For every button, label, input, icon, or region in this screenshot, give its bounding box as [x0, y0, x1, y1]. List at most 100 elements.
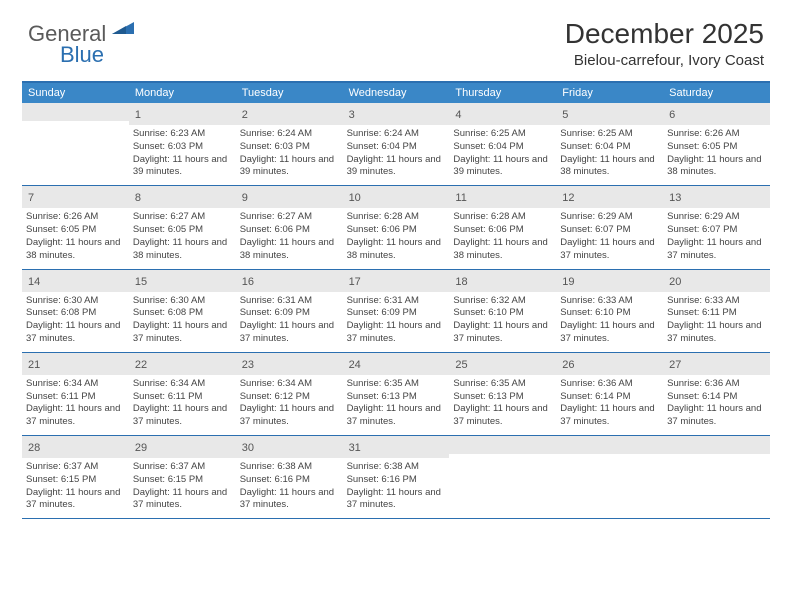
day-info: Sunrise: 6:38 AMSunset: 6:16 PMDaylight:… [240, 458, 339, 512]
weekday-header: Sunday Monday Tuesday Wednesday Thursday… [22, 83, 770, 103]
day-number-row: 30 [236, 436, 343, 458]
day-number: 23 [242, 359, 254, 371]
day-cell: 31Sunrise: 6:38 AMSunset: 6:16 PMDayligh… [343, 436, 450, 518]
day-number-row: 25 [449, 353, 556, 375]
day-cell: 17Sunrise: 6:31 AMSunset: 6:09 PMDayligh… [343, 270, 450, 352]
sunrise-text: Sunrise: 6:29 AM [667, 211, 766, 224]
sunrise-text: Sunrise: 6:26 AM [667, 128, 766, 141]
sunset-text: Sunset: 6:08 PM [26, 307, 125, 320]
day-cell: 10Sunrise: 6:28 AMSunset: 6:06 PMDayligh… [343, 186, 450, 268]
day-number: 18 [455, 276, 467, 288]
day-number-row: 22 [129, 353, 236, 375]
sunset-text: Sunset: 6:05 PM [26, 224, 125, 237]
day-info: Sunrise: 6:24 AMSunset: 6:04 PMDaylight:… [347, 125, 446, 179]
day-cell: 5Sunrise: 6:25 AMSunset: 6:04 PMDaylight… [556, 103, 663, 185]
daylight-text: Daylight: 11 hours and 37 minutes. [667, 320, 766, 346]
sunset-text: Sunset: 6:08 PM [133, 307, 232, 320]
daylight-text: Daylight: 11 hours and 39 minutes. [453, 154, 552, 180]
daylight-text: Daylight: 11 hours and 37 minutes. [667, 403, 766, 429]
sunrise-text: Sunrise: 6:32 AM [453, 295, 552, 308]
day-number: 30 [242, 442, 254, 454]
sunrise-text: Sunrise: 6:24 AM [240, 128, 339, 141]
day-cell: 28Sunrise: 6:37 AMSunset: 6:15 PMDayligh… [22, 436, 129, 518]
day-cell: 7Sunrise: 6:26 AMSunset: 6:05 PMDaylight… [22, 186, 129, 268]
day-cell: 16Sunrise: 6:31 AMSunset: 6:09 PMDayligh… [236, 270, 343, 352]
day-cell: 6Sunrise: 6:26 AMSunset: 6:05 PMDaylight… [663, 103, 770, 185]
day-info: Sunrise: 6:26 AMSunset: 6:05 PMDaylight:… [667, 125, 766, 179]
daylight-text: Daylight: 11 hours and 37 minutes. [26, 487, 125, 513]
day-number-row: 2 [236, 103, 343, 125]
day-cell: 30 Sunrise: 6:38 AMSunset: 6:16 PMDayligh… [236, 436, 343, 518]
day-number-row: 6 [663, 103, 770, 125]
day-cell: 21Sunrise: 6:34 AMSunset: 6:11 PMDayligh… [22, 353, 129, 435]
day-cell: 12 Sunrise: 6:29 AMSunset: 6:07 PMDayligh… [556, 186, 663, 268]
day-number: 29 [135, 442, 147, 454]
sunset-text: Sunset: 6:14 PM [667, 391, 766, 404]
day-number: 26 [562, 359, 574, 371]
daylight-text: Daylight: 11 hours and 37 minutes. [240, 487, 339, 513]
weekday-tuesday: Tuesday [236, 83, 343, 103]
day-cell [22, 103, 129, 185]
day-number: 13 [669, 192, 681, 204]
day-cell: 9Sunrise: 6:27 AMSunset: 6:06 PMDaylight… [236, 186, 343, 268]
day-number: 19 [562, 276, 574, 288]
daylight-text: Daylight: 11 hours and 37 minutes. [133, 320, 232, 346]
day-number: 9 [242, 192, 248, 204]
sunset-text: Sunset: 6:16 PM [347, 474, 446, 487]
day-info: Sunrise: 6:36 AMSunset: 6:14 PMDaylight:… [667, 375, 766, 429]
daylight-text: Daylight: 11 hours and 37 minutes. [240, 403, 339, 429]
day-info: Sunrise: 6:25 AMSunset: 6:04 PMDaylight:… [453, 125, 552, 179]
sunrise-text: Sunrise: 6:35 AM [453, 378, 552, 391]
sunset-text: Sunset: 6:04 PM [453, 141, 552, 154]
day-number-row: 21 [22, 353, 129, 375]
day-number: 24 [349, 359, 361, 371]
daylight-text: Daylight: 11 hours and 38 minutes. [240, 237, 339, 263]
day-cell: 14Sunrise: 6:30 AMSunset: 6:08 PMDayligh… [22, 270, 129, 352]
sunset-text: Sunset: 6:16 PM [240, 474, 339, 487]
day-number-row: 3 [343, 103, 450, 125]
sunset-text: Sunset: 6:06 PM [347, 224, 446, 237]
day-cell: 2Sunrise: 6:24 AMSunset: 6:03 PMDaylight… [236, 103, 343, 185]
daylight-text: Daylight: 11 hours and 38 minutes. [133, 237, 232, 263]
day-info: Sunrise: 6:23 AMSunset: 6:03 PMDaylight:… [133, 125, 232, 179]
header: General Blue December 2025 Bielou-carref… [0, 0, 792, 73]
day-cell: 8Sunrise: 6:27 AMSunset: 6:05 PMDaylight… [129, 186, 236, 268]
daylight-text: Daylight: 11 hours and 37 minutes. [453, 320, 552, 346]
sunset-text: Sunset: 6:06 PM [240, 224, 339, 237]
day-number: 10 [349, 192, 361, 204]
day-number-row [449, 436, 556, 454]
day-info: Sunrise: 6:27 AMSunset: 6:05 PMDaylight:… [133, 208, 232, 262]
day-number-row: 27 [663, 353, 770, 375]
daylight-text: Daylight: 11 hours and 37 minutes. [453, 403, 552, 429]
day-number-row: 13 [663, 186, 770, 208]
day-number: 14 [28, 276, 40, 288]
day-info: Sunrise: 6:29 AMSunset: 6:07 PMDaylight:… [560, 208, 659, 262]
day-number: 16 [242, 276, 254, 288]
sunset-text: Sunset: 6:07 PM [667, 224, 766, 237]
logo-triangle-icon [112, 18, 134, 39]
sunset-text: Sunset: 6:14 PM [560, 391, 659, 404]
sunset-text: Sunset: 6:05 PM [133, 224, 232, 237]
day-number-row: 20 [663, 270, 770, 292]
day-number-row: 1 [129, 103, 236, 125]
day-number-row: 4 [449, 103, 556, 125]
logo-text-blue: Blue [60, 42, 104, 68]
day-number-row: 24 [343, 353, 450, 375]
day-number-row: 10 [343, 186, 450, 208]
day-number-row: 17 [343, 270, 450, 292]
day-number: 17 [349, 276, 361, 288]
day-info: Sunrise: 6:33 AMSunset: 6:10 PMDaylight:… [560, 292, 659, 346]
weeks-container: 1Sunrise: 6:23 AMSunset: 6:03 PMDaylight… [22, 103, 770, 519]
day-cell: 22Sunrise: 6:34 AMSunset: 6:11 PMDayligh… [129, 353, 236, 435]
day-number: 12 [562, 192, 574, 204]
day-info: Sunrise: 6:35 AMSunset: 6:13 PMDaylight:… [453, 375, 552, 429]
day-number-row: 8 [129, 186, 236, 208]
day-number: 2 [242, 109, 248, 121]
sunrise-text: Sunrise: 6:28 AM [347, 211, 446, 224]
sunrise-text: Sunrise: 6:26 AM [26, 211, 125, 224]
daylight-text: Daylight: 11 hours and 37 minutes. [26, 403, 125, 429]
day-number: 20 [669, 276, 681, 288]
daylight-text: Daylight: 11 hours and 39 minutes. [240, 154, 339, 180]
weekday-thursday: Thursday [449, 83, 556, 103]
day-number-row: 19 [556, 270, 663, 292]
